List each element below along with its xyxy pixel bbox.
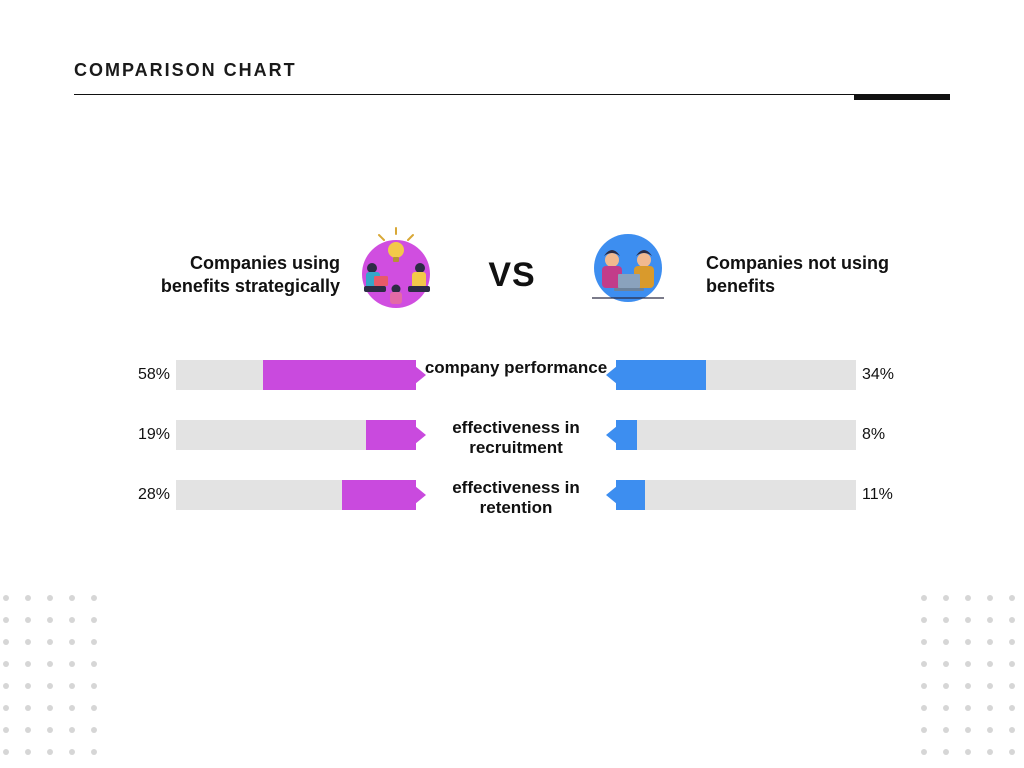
right-bar-arrow <box>606 486 617 504</box>
right-bar-fill <box>616 480 645 510</box>
comparison-chart: COMPARISON CHART <box>0 0 1024 768</box>
right-heading: Companies not using benefits <box>706 252 916 297</box>
left-bar-fill <box>342 480 416 510</box>
right-bar-track <box>616 420 856 450</box>
metric-label: company performance <box>418 358 614 378</box>
right-bar-fill <box>616 420 637 450</box>
page-title: COMPARISON CHART <box>74 60 950 81</box>
right-bar-arrow <box>606 366 617 384</box>
dot-grid-right <box>914 588 1024 768</box>
header-rule-thick <box>854 94 950 100</box>
left-bar-fill <box>366 420 416 450</box>
left-percent: 58% <box>114 366 170 384</box>
right-bar-fill <box>616 360 706 390</box>
left-bar-track <box>176 420 416 450</box>
left-bar-fill <box>263 360 416 390</box>
metric-row: 58% company performance 34% <box>0 360 1024 400</box>
metric-label: effectiveness in recruitment <box>418 418 614 458</box>
right-bar-arrow <box>606 426 617 444</box>
right-bar-track <box>616 480 856 510</box>
left-heading: Companies using benefits strategically <box>130 252 340 297</box>
metric-label: effectiveness in retention <box>418 478 614 518</box>
header-rule <box>74 94 950 100</box>
metric-row: 28% effectiveness in retention 11% <box>0 480 1024 520</box>
metric-row: 19% effectiveness in recruitment 8% <box>0 420 1024 460</box>
header-rule-thin <box>74 94 950 95</box>
right-bar-track <box>616 360 856 390</box>
right-percent: 11% <box>862 486 918 504</box>
right-percent: 8% <box>862 426 918 444</box>
left-bar-track <box>176 480 416 510</box>
right-percent: 34% <box>862 366 918 384</box>
page-header: COMPARISON CHART <box>74 60 950 81</box>
left-bar-track <box>176 360 416 390</box>
left-percent: 19% <box>114 426 170 444</box>
left-percent: 28% <box>114 486 170 504</box>
dot-grid-left <box>0 588 110 768</box>
